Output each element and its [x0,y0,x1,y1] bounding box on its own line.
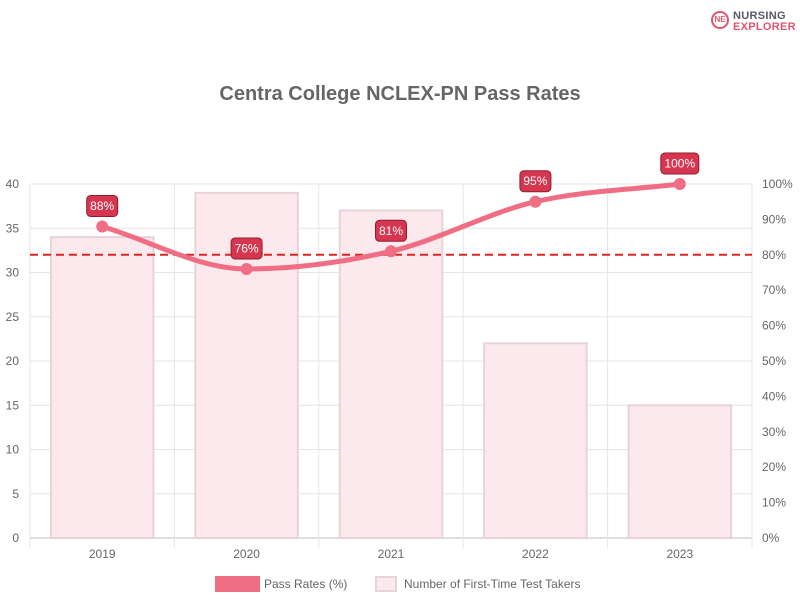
left-axis-tick-label: 0 [12,531,19,545]
pass-rate-line-series [96,178,686,275]
left-axis-tick-label: 25 [6,310,20,324]
left-axis-tick-label: 35 [6,221,20,235]
data-label-box [660,152,700,175]
data-label-2019: 88% [86,194,119,217]
right-axis-tick-label: 50% [762,354,786,368]
data-label-box [519,170,552,193]
left-axis-tick-label: 30 [6,266,20,280]
data-labels: 88% 76% 81% 95% 100% [86,152,700,260]
data-label-text: 100% [664,157,695,171]
data-label-2021: 81% [375,219,407,242]
x-axis-tick-label: 2019 [89,547,116,561]
left-axis-tick-label: 20 [6,354,20,368]
data-label-text: 88% [90,199,114,213]
right-axis-tick-label: 80% [762,248,786,262]
data-label-2023: 100% [660,152,700,175]
data-label-box [86,194,119,217]
right-axis-tick-label: 100% [762,177,793,191]
bar-2023 [627,404,733,539]
right-axis-tick-label: 70% [762,283,786,297]
left-axis-tick-label: 5 [12,487,19,501]
nursing-explorer-logo: NE NURSING EXPLORER [709,8,796,34]
legend-label-pass-rates: Pass Rates (%) [264,577,347,591]
legend-label-test-takers: Number of First-Time Test Takers [404,577,580,591]
left-axis-tick-label: 10 [6,443,20,457]
pass-rate-point-2019 [96,220,109,233]
legend-swatch-pass-rates [215,576,260,592]
data-label-text: 76% [235,241,259,255]
data-label-2022: 95% [519,170,552,193]
bar-2019 [49,236,155,539]
x-axis-tick-label: 2023 [666,547,693,561]
left-axis-tick-label: 40 [6,177,20,191]
left-axis-tick-label: 15 [6,398,20,412]
bars-series [49,191,733,540]
pass-rate-point-2020 [240,262,253,275]
x-axis-tick-label: 2022 [522,547,549,561]
logo-badge-icon: NE [711,11,729,29]
right-axis-tick-label: 20% [762,460,786,474]
right-axis-tick-label: 0% [762,531,780,545]
chart-title: Centra College NCLEX-PN Pass Rates [219,83,580,105]
data-label-box [375,219,407,242]
x-axis-tick-label: 2020 [233,547,260,561]
pass-rate-point-2023 [673,178,686,190]
data-label-2020: 76% [230,237,263,260]
bar-2021 [338,209,444,540]
logo-line-1: NURSING [733,10,786,22]
logo-line-2: EXPLORER [733,21,796,33]
right-axis-tick-label: 90% [762,212,786,226]
pass-rate-point-2022 [529,195,542,208]
data-label-text: 95% [523,174,547,188]
bar-2022 [483,342,588,539]
data-label-box [230,237,263,260]
pass-rate-point-2021 [385,245,397,258]
right-axis-tick-label: 30% [762,425,786,439]
legend-swatch-test-takers [375,576,397,592]
axes: 0 5 10 15 20 25 30 35 40 0% 10% 20% 30% 40% 50% 60% 70% 8… [6,177,793,561]
right-axis-tick-label: 10% [762,496,786,510]
right-axis-tick-label: 60% [762,319,786,333]
x-axis-tick-label: 2021 [378,547,405,561]
data-label-text: 81% [379,224,403,238]
right-axis-tick-label: 40% [762,389,786,403]
legend: Pass Rates (%) Number of First-Time Test … [215,576,580,592]
